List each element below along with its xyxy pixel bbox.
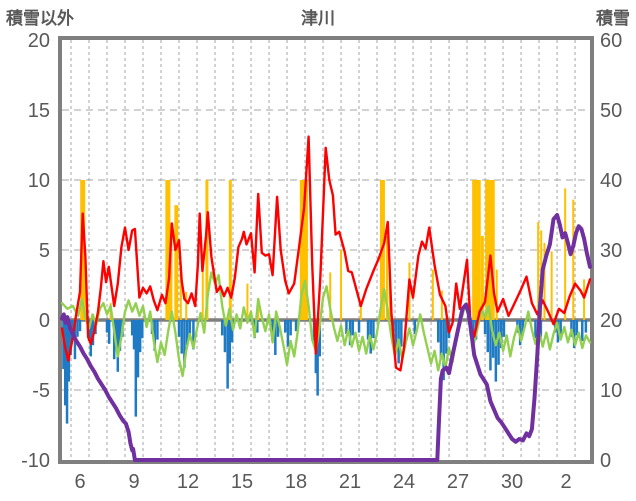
svg-text:21: 21: [339, 471, 361, 493]
svg-text:5: 5: [39, 240, 50, 262]
svg-text:27: 27: [447, 471, 469, 493]
right-axis-ticks: 60 50 40 30 20 10 0: [600, 30, 622, 472]
svg-text:30: 30: [600, 240, 622, 262]
left-axis-title: 積雪以外: [6, 9, 74, 28]
svg-text:12: 12: [177, 471, 199, 493]
svg-text:20: 20: [28, 30, 50, 52]
svg-text:18: 18: [285, 471, 307, 493]
svg-text:9: 9: [128, 471, 139, 493]
snow-depth-line: [60, 213, 592, 462]
x-axis-ticks: 6 9 12 15 18 21 24 27 30 2: [74, 471, 571, 493]
svg-text:50: 50: [600, 100, 622, 122]
negative-bars: [62, 320, 588, 424]
right-axis-title: 積雪: [596, 9, 630, 28]
chart-title: 津川: [301, 9, 335, 28]
svg-text:2: 2: [560, 471, 571, 493]
svg-text:15: 15: [231, 471, 253, 493]
svg-text:6: 6: [74, 471, 85, 493]
svg-text:10: 10: [28, 170, 50, 192]
svg-text:0: 0: [600, 450, 611, 472]
svg-text:0: 0: [39, 310, 50, 332]
y-gridlines: [62, 109, 590, 391]
red-line: [60, 135, 592, 372]
svg-text:20: 20: [600, 310, 622, 332]
svg-text:40: 40: [600, 170, 622, 192]
green-line: [60, 271, 592, 378]
svg-text:60: 60: [600, 30, 622, 52]
svg-text:30: 30: [501, 471, 523, 493]
svg-text:10: 10: [600, 380, 622, 402]
left-axis-ticks: 20 15 10 5 0 -5 -10: [21, 30, 50, 472]
svg-text:-10: -10: [21, 450, 50, 472]
svg-text:15: 15: [28, 100, 50, 122]
svg-text:24: 24: [393, 471, 415, 493]
svg-text:-5: -5: [32, 380, 50, 402]
